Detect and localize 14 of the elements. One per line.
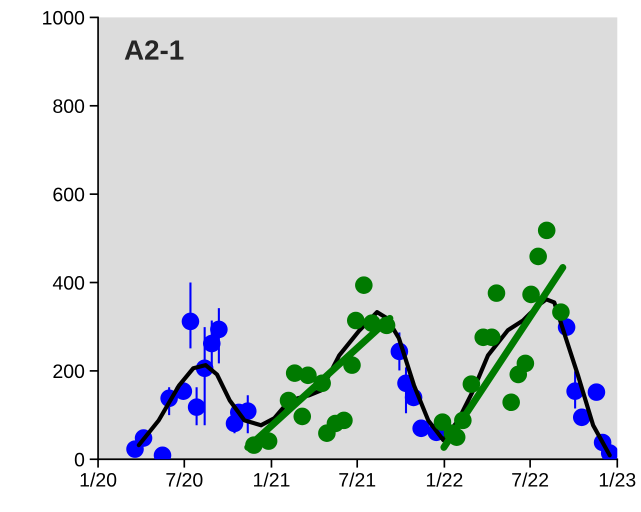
y-tick-label: 400 (52, 276, 84, 290)
x-tick-label: 1/21 (254, 472, 290, 487)
y-tick-label: 600 (53, 188, 84, 202)
y-tick-label: 0 (74, 452, 84, 466)
x-tick-label: 7/21 (339, 472, 376, 487)
y-tick-label: 1000 (43, 10, 84, 25)
x-tick-label: 7/22 (512, 472, 548, 487)
y-tick-label: 800 (53, 99, 84, 114)
x-tick-label: 1/20 (80, 472, 116, 487)
x-tick-label: 7/20 (166, 472, 202, 487)
x-tick-label: 1/22 (426, 472, 462, 487)
y-tick-label: 200 (53, 364, 84, 378)
annotation: A2-1 (124, 40, 184, 60)
x-tick-label: 1/23 (600, 472, 636, 487)
